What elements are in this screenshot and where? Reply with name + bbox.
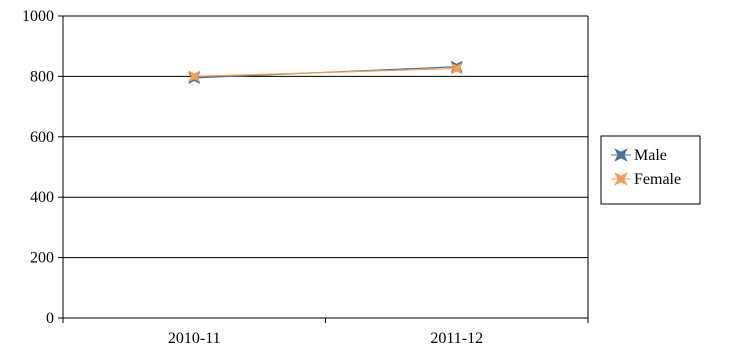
legend-label-male: Male — [634, 147, 667, 164]
legend-box — [600, 135, 701, 205]
legend: Male Female — [600, 135, 701, 205]
y-tick-label: 0 — [46, 310, 54, 327]
data-point-female — [188, 70, 201, 83]
y-tick-label: 600 — [30, 129, 54, 146]
legend-label-female: Female — [634, 171, 681, 188]
series-line-female — [194, 67, 457, 77]
y-tick-label: 800 — [30, 68, 54, 85]
plot-area: 0 200 400 600 800 1000 2010-11 2011-12 — [22, 8, 589, 347]
x-tick-label: 2011-12 — [430, 330, 483, 347]
data-point-female — [450, 62, 463, 75]
y-tick-label: 1000 — [22, 8, 54, 25]
y-tick-label: 200 — [30, 250, 54, 267]
y-tick-label: 400 — [30, 189, 54, 206]
x-tick-label: 2010-11 — [168, 330, 221, 347]
